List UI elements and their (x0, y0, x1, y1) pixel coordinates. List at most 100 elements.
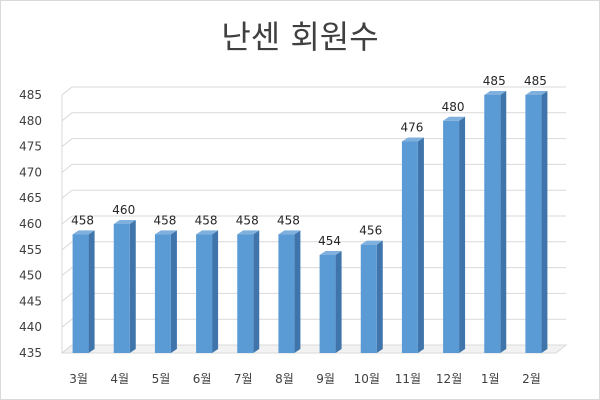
bar (72, 230, 95, 353)
bar (401, 137, 424, 353)
gridline (61, 292, 566, 302)
gridline (61, 189, 566, 199)
bar-front (113, 224, 130, 353)
bar-top (154, 230, 177, 235)
x-tick-label: 11월 (395, 372, 421, 386)
bar (360, 240, 383, 353)
y-tick-label: 455 (19, 243, 42, 257)
bar-front (278, 234, 295, 353)
y-tick-label: 480 (19, 114, 42, 128)
data-label: 458 (71, 213, 94, 227)
y-tick-label: 475 (19, 140, 42, 154)
bar-top (319, 250, 342, 255)
bar-front (401, 141, 418, 353)
data-labels: 458 460 458 458 458 458 454 456 476 480 485 485 (71, 74, 547, 248)
bar (196, 230, 219, 353)
bar-side (129, 220, 136, 353)
data-label: 454 (318, 234, 341, 248)
bar-top (443, 116, 466, 121)
chart-title: 난센 회원수 (221, 18, 379, 56)
bar (278, 230, 301, 353)
x-tick-label: 7월 (234, 372, 253, 386)
bar-front (360, 244, 377, 353)
x-tick-label: 2월 (522, 372, 541, 386)
data-label: 458 (153, 213, 176, 227)
bar (154, 230, 177, 353)
bar-front (196, 234, 213, 353)
y-tick-label: 435 (19, 346, 42, 360)
data-label: 458 (195, 213, 218, 227)
data-label: 460 (112, 203, 135, 217)
data-label: 485 (524, 74, 547, 88)
x-tick-label: 10월 (354, 372, 380, 386)
bars (72, 91, 548, 353)
bar-top (278, 230, 301, 235)
x-axis-labels: 3월 4월 5월 6월 7월 8월 9월 10월 11월 12월 1월 2월 (69, 372, 541, 386)
gridline (61, 267, 566, 276)
bar (484, 91, 507, 353)
bar-top (484, 91, 507, 95)
gridline (61, 86, 566, 96)
x-tick-label: 3월 (69, 372, 88, 386)
bar-top (237, 230, 260, 235)
bar-side (459, 116, 466, 353)
x-tick-label: 8월 (275, 372, 294, 386)
y-axis-labels: 435 440 445 450 455 460 465 470 475 480 485 (19, 88, 42, 360)
bar-side (541, 91, 548, 353)
bar-side (212, 230, 219, 353)
gridline (61, 163, 566, 173)
gridline (61, 112, 566, 122)
data-label: 458 (236, 213, 259, 227)
y-tick-label: 440 (19, 320, 42, 334)
y-tick-label: 465 (19, 191, 42, 205)
bar-front (443, 120, 460, 353)
bar-side (417, 137, 424, 353)
x-tick-label: 12월 (436, 372, 462, 386)
data-label: 458 (277, 213, 300, 227)
bar (525, 91, 548, 353)
x-tick-label: 6월 (193, 372, 212, 386)
bar-side (294, 230, 301, 353)
data-label: 476 (400, 120, 423, 134)
bar-top (401, 137, 424, 142)
y-tick-label: 445 (19, 294, 42, 308)
data-label: 456 (359, 224, 382, 238)
bar-front (154, 234, 171, 353)
bar-top (196, 230, 219, 235)
bar (319, 250, 342, 353)
bar-top (360, 240, 383, 245)
gridline (61, 138, 566, 147)
bar (113, 220, 136, 353)
bar-front (237, 234, 254, 353)
y-tick-label: 450 (19, 269, 42, 283)
bar-front (484, 95, 501, 353)
bar-front (72, 234, 89, 353)
bar-side (88, 230, 95, 353)
y-tick-label: 485 (19, 88, 42, 102)
bar-side (253, 230, 260, 353)
y-tick-label: 460 (19, 217, 42, 231)
x-tick-label: 4월 (110, 372, 129, 386)
x-tick-label: 5월 (152, 372, 171, 386)
bar-side (500, 91, 507, 353)
data-label: 480 (442, 100, 465, 114)
bar (237, 230, 260, 353)
gridline (61, 215, 566, 225)
y-tick-label: 470 (19, 165, 42, 179)
bar-side (335, 250, 342, 353)
gridline (61, 344, 566, 354)
gridline (61, 241, 566, 251)
bar-top (525, 91, 548, 95)
gridlines (60, 86, 568, 354)
bar (443, 116, 466, 353)
x-tick-label: 9월 (316, 372, 335, 386)
bar-front (525, 95, 542, 353)
data-label: 485 (483, 74, 506, 88)
bar-top (72, 230, 95, 235)
bar-side (376, 240, 383, 353)
bar-side (170, 230, 177, 353)
bar-top (113, 220, 136, 224)
x-tick-label: 1월 (481, 372, 500, 386)
gridline (61, 318, 566, 328)
